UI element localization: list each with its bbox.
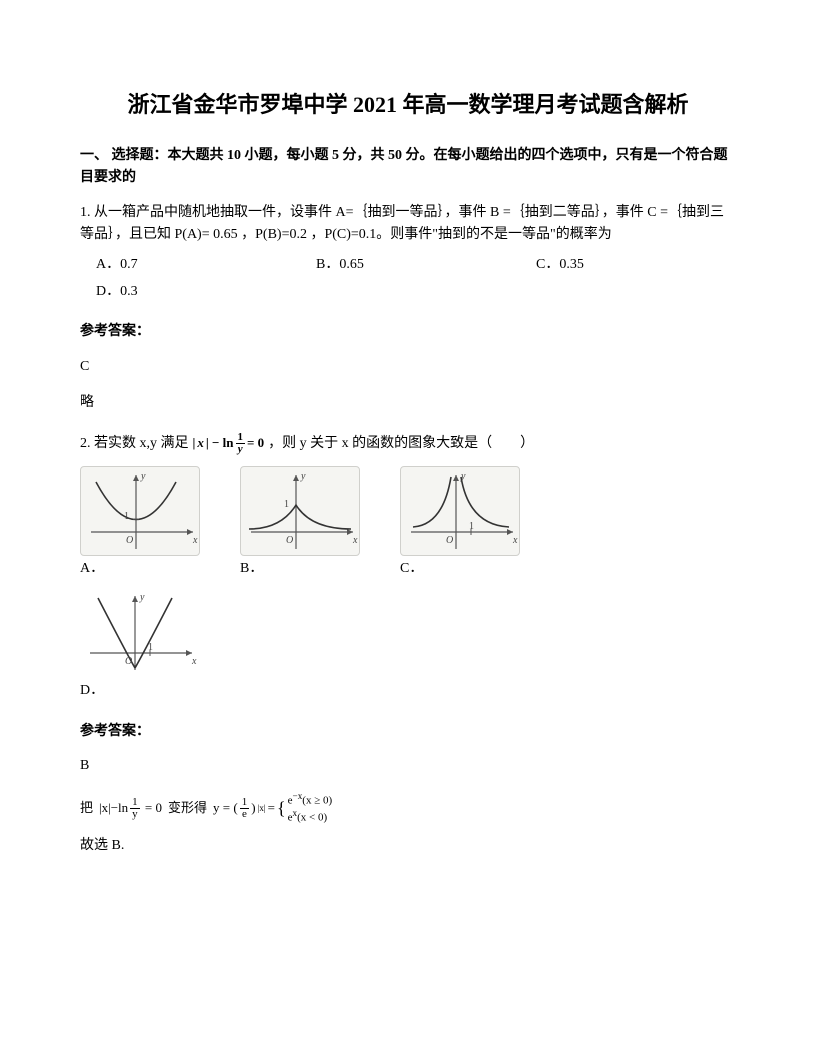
svg-text:O: O: [125, 656, 132, 667]
q2-answer-label: 参考答案：: [80, 721, 736, 743]
sol-mid3: 变形得: [168, 798, 207, 819]
q1-answer: C: [80, 356, 736, 378]
question-1-options: A．0.7 B．0.65 C．0.35 D．0.3: [96, 254, 736, 303]
graphs-row-1: 1 x y O A． 1 x y O B．: [80, 466, 736, 580]
question-2-text: 2. 若实数 x,y 满足 |x| − ln 1y = 0 ，则 y 关于 x …: [80, 432, 736, 455]
svg-text:y: y: [300, 471, 306, 482]
svg-text:O: O: [286, 535, 293, 546]
graph-c: 1 x y O C．: [400, 466, 520, 580]
svg-text:1: 1: [124, 511, 129, 522]
svg-text:y: y: [139, 592, 145, 603]
svg-text:O: O: [126, 535, 133, 546]
svg-text:x: x: [191, 656, 197, 667]
q2-solution: 把 |x|−ln 1y = 0 变形得 y = (1e)|x| = { e−x(…: [80, 791, 736, 825]
svg-text:y: y: [140, 471, 146, 482]
q1-option-d: D．0.3: [96, 281, 736, 303]
graph-d: 1 x y O D．: [80, 588, 736, 702]
svg-text:1: 1: [284, 499, 289, 510]
q1-option-c: C．0.35: [536, 254, 716, 276]
q1-option-b: B．0.65: [316, 254, 536, 276]
q2-suffix: ，则 y 关于 x 的函数的图象大致是（ ）: [268, 433, 534, 455]
q1-answer-label: 参考答案：: [80, 321, 736, 343]
graph-b: 1 x y O B．: [240, 466, 360, 580]
q1-note: 略: [80, 392, 736, 414]
q2-formula: |x| − ln 1y = 0: [193, 432, 265, 455]
graph-d-label: D．: [80, 680, 104, 702]
q2-final: 故选 B.: [80, 835, 736, 857]
graph-c-label: C．: [400, 558, 423, 580]
svg-text:x: x: [512, 535, 518, 546]
graph-b-label: B．: [240, 558, 263, 580]
section-header: 一、 选择题：本大题共 10 小题，每小题 5 分，共 50 分。在每小题给出的…: [80, 145, 736, 190]
sol-eq1: |x|−ln 1y = 0: [99, 797, 162, 820]
graph-a: 1 x y O A．: [80, 466, 200, 580]
svg-text:y: y: [460, 471, 466, 482]
svg-text:x: x: [192, 535, 198, 546]
svg-text:x: x: [352, 535, 358, 546]
q2-answer: B: [80, 755, 736, 777]
question-1-text: 1. 从一箱产品中随机地抽取一件，设事件 A=｛抽到一等品｝，事件 B =｛抽到…: [80, 202, 736, 247]
q1-option-a: A．0.7: [96, 254, 316, 276]
sol-prefix: 把: [80, 798, 93, 819]
q2-prefix: 2. 若实数 x,y 满足: [80, 433, 189, 455]
graph-a-label: A．: [80, 558, 104, 580]
page-title: 浙江省金华市罗埠中学 2021 年高一数学理月考试题含解析: [80, 90, 736, 121]
svg-text:O: O: [446, 535, 453, 546]
sol-eq2: y = (1e)|x| = { e−x(x ≥ 0) ex(x < 0): [213, 791, 332, 825]
